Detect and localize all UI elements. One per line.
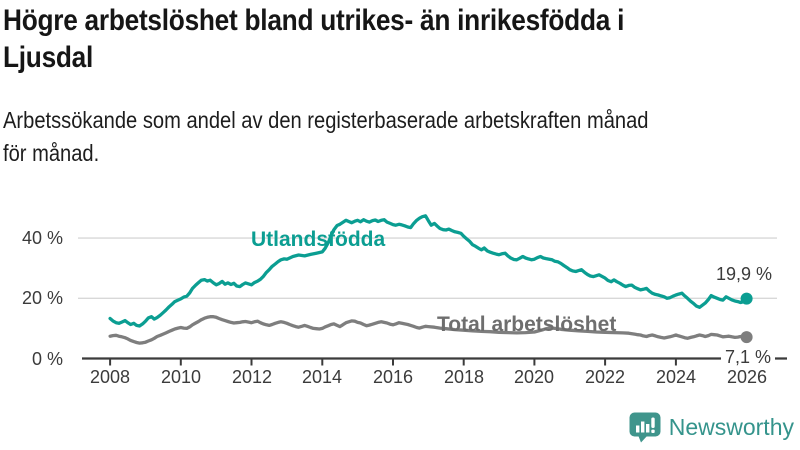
x-axis-label: 2018 [443, 367, 485, 387]
page-subtitle: Arbetssökande som andel av den registerb… [3, 104, 741, 170]
page-title-line-2: Ljusdal [3, 41, 94, 74]
x-axis-label: 2014 [301, 367, 343, 387]
series-end-dot-1 [740, 331, 753, 344]
x-axis-label: 2012 [231, 367, 273, 387]
series-label-utlandsfodda: Utlandsfödda [251, 228, 386, 251]
page-subtitle-line-2: för månad. [3, 140, 100, 166]
y-axis-label: 20 % [21, 288, 63, 308]
newsworthy-logo-icon [629, 412, 661, 443]
series-end-dot-0 [740, 292, 753, 305]
series-line-0 [108, 214, 749, 328]
end-value-label-utlandsfodda: 19,9 % [715, 264, 772, 284]
x-axis-label: 2008 [89, 367, 131, 387]
end-value-label-total: 7,1 % [720, 347, 775, 368]
x-axis-label: 2022 [584, 367, 626, 387]
page-title-line-1: Högre arbetslöshet bland utrikes- än inr… [3, 4, 625, 37]
y-axis-label: 40 % [21, 228, 63, 248]
x-axis-label: 2016 [372, 367, 414, 387]
x-axis-label: 2024 [655, 367, 697, 387]
series-line-1 [108, 315, 749, 345]
x-axis-label: 2026 [726, 367, 768, 387]
x-axis-label: 2010 [160, 367, 202, 387]
page-subtitle-line-1: Arbetssökande som andel av den registerb… [3, 107, 649, 133]
y-axis-label: 0 % [31, 349, 63, 369]
newsworthy-brand-name: Newsworthy [668, 414, 794, 440]
page-title: Högre arbetslöshet bland utrikes- än inr… [3, 2, 713, 76]
x-axis-label: 2020 [513, 367, 555, 387]
series-label-total-arbetsloshet: Total arbetslöshet [437, 313, 617, 336]
newsworthy-brand[interactable]: Newsworthy [629, 412, 794, 443]
